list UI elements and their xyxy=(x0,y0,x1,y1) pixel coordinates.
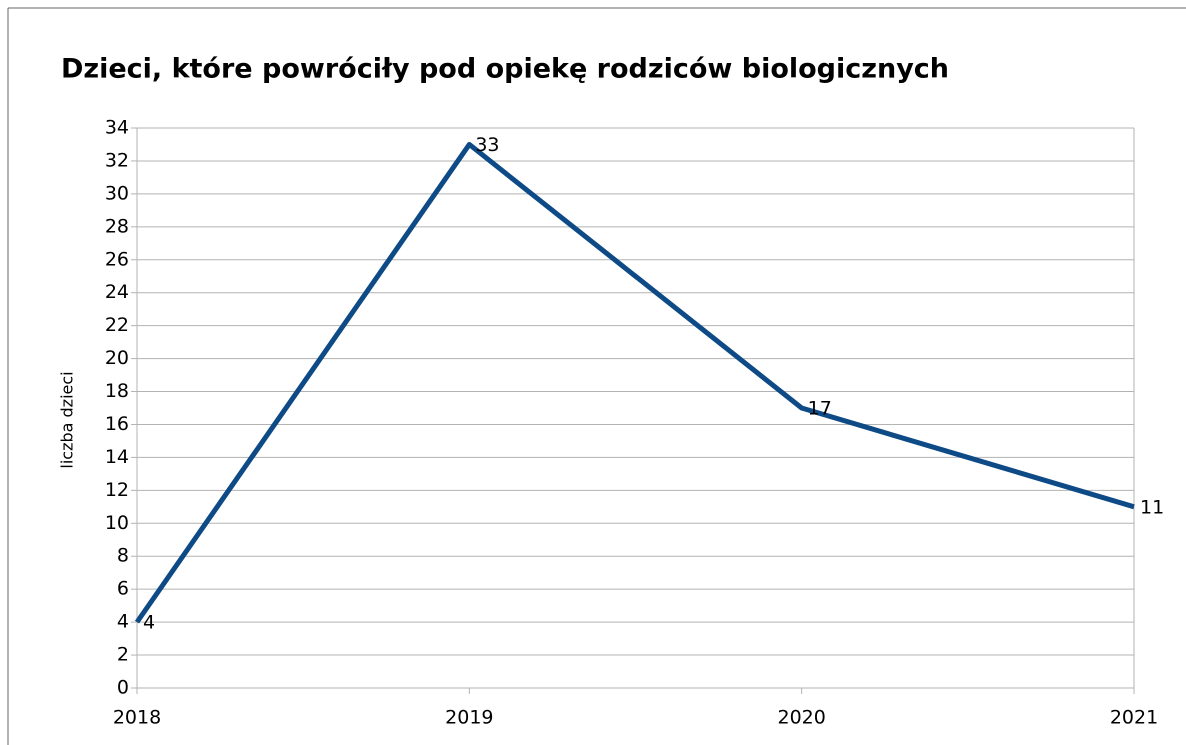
y-tick-label: 4 xyxy=(117,611,129,633)
y-axis-label: liczba dzieci xyxy=(58,371,77,468)
x-tick-label: 2020 xyxy=(777,707,825,729)
y-tick-label: 34 xyxy=(105,117,129,139)
y-tick-label: 20 xyxy=(105,347,129,369)
x-tick-label: 2018 xyxy=(113,707,161,729)
chart-title: Dzieci, które powróciły pod opiekę rodzi… xyxy=(61,54,949,85)
y-tick-label: 6 xyxy=(117,578,129,600)
y-tick-label: 18 xyxy=(105,380,129,402)
data-label: 4 xyxy=(143,612,155,634)
data-label: 33 xyxy=(475,134,499,156)
data-label: 17 xyxy=(808,398,832,420)
data-label: 11 xyxy=(1140,496,1164,518)
y-tick-label: 0 xyxy=(117,677,129,699)
y-tick-label: 24 xyxy=(105,281,129,303)
y-tick-label: 32 xyxy=(105,149,129,171)
y-tick-label: 14 xyxy=(105,446,129,468)
y-tick-label: 2 xyxy=(117,644,129,666)
y-tick-label: 16 xyxy=(105,413,129,435)
x-tick-label: 2021 xyxy=(1110,707,1158,729)
y-tick-label: 30 xyxy=(105,182,129,204)
y-tick-label: 22 xyxy=(105,314,129,336)
x-tick-label: 2019 xyxy=(445,707,493,729)
line-series xyxy=(134,141,1135,624)
y-tick-label: 26 xyxy=(105,248,129,270)
y-tick-label: 12 xyxy=(105,479,129,501)
y-tick-label: 10 xyxy=(105,512,129,534)
y-tick-label: 28 xyxy=(105,215,129,237)
y-tick-label: 8 xyxy=(117,545,129,567)
